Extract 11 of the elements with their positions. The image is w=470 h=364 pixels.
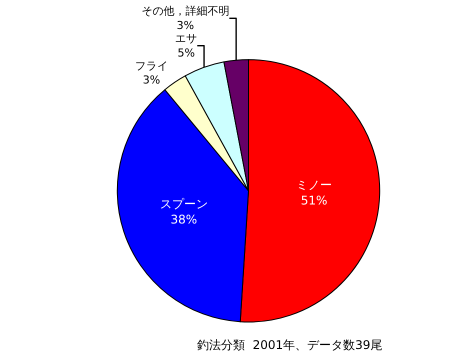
text: 釣法分類 2001年、データ数39尾 xyxy=(197,338,382,352)
data-label: 51% xyxy=(300,194,328,208)
slice-label: エサ xyxy=(175,32,198,45)
data-label: 3% xyxy=(142,74,160,87)
data-label: 5% xyxy=(178,46,195,60)
data-label: 3% xyxy=(176,19,194,32)
slice-label: フライ xyxy=(134,59,168,72)
data-label: 38% xyxy=(170,212,198,227)
slice-label: ミノー xyxy=(296,178,332,192)
slice-label: スプーン xyxy=(160,197,208,212)
slice-label: その他，詳細不明 xyxy=(141,4,230,18)
